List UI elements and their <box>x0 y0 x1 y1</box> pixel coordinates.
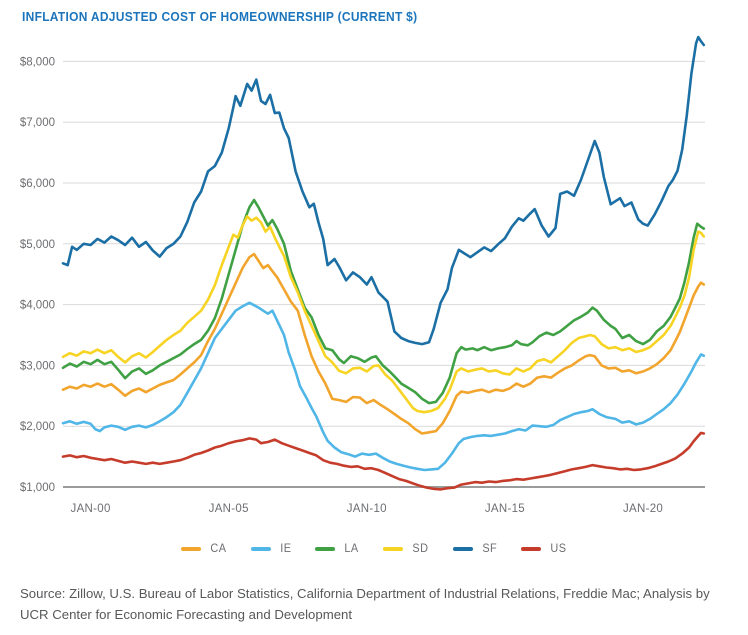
legend-label-LA: LA <box>344 543 359 555</box>
source-line-2: UCR Center for Economic Forecasting and … <box>20 606 353 622</box>
source-line-1: Source: Zillow, U.S. Bureau of Labor Sta… <box>20 586 710 601</box>
y-tick-label: $1,000 <box>20 482 55 494</box>
legend-label-US: US <box>550 543 567 555</box>
legend-swatch-SD <box>383 547 404 551</box>
chart-title: INFLATION ADJUSTED COST OF HOMEOWNERSHIP… <box>22 10 418 24</box>
legend-label-IE: IE <box>279 543 291 555</box>
series-line-IE <box>61 301 706 472</box>
legend-swatch-SF <box>452 547 473 551</box>
y-tick-label: $4,000 <box>20 300 55 312</box>
y-tick-label: $7,000 <box>20 117 55 129</box>
legend-label-SF: SF <box>482 543 498 555</box>
y-tick-label: $6,000 <box>20 178 55 190</box>
legend-item-US: US <box>521 543 567 555</box>
legend-swatch-LA <box>315 547 336 551</box>
y-tick-label: $3,000 <box>20 360 55 372</box>
chart-area: $1,000 $2,000 $3,000 $4,000 $5,000 $6,000 $7,0… <box>20 35 706 515</box>
series-line-US <box>61 431 706 491</box>
legend-item-CA: CA <box>180 543 227 555</box>
legend-item-LA: LA <box>315 543 359 555</box>
series-line-SD <box>61 215 706 414</box>
x-tick-label: JAN-05 <box>209 503 249 515</box>
x-tick-label: JAN-15 <box>485 503 525 515</box>
chart-canvas: $1,000 $2,000 $3,000 $4,000 $5,000 $6,000 $7,0… <box>20 35 706 515</box>
legend-swatch-CA <box>180 547 201 551</box>
series-line-SF <box>61 35 706 346</box>
series-line-LA <box>61 198 706 405</box>
x-tick-label: JAN-10 <box>347 503 387 515</box>
x-tick-label: JAN-20 <box>623 503 663 515</box>
y-tick-label: $8,000 <box>20 56 55 68</box>
source-note: Source: Zillow, U.S. Bureau of Labor Sta… <box>20 584 732 626</box>
legend-item-IE: IE <box>250 543 292 555</box>
y-tick-label: $5,000 <box>20 239 55 251</box>
legend-item-SF: SF <box>452 543 498 555</box>
legend-item-SD: SD <box>383 543 429 555</box>
legend-label-SD: SD <box>412 543 429 555</box>
y-tick-label: $2,000 <box>20 421 55 433</box>
legend-swatch-US <box>521 547 542 551</box>
legend-label-CA: CA <box>210 543 227 555</box>
chart-legend: CA IE LA SD SF US <box>0 538 748 560</box>
series-line-CA <box>61 252 706 435</box>
x-tick-label: JAN-00 <box>71 503 111 515</box>
legend-swatch-IE <box>250 547 271 551</box>
